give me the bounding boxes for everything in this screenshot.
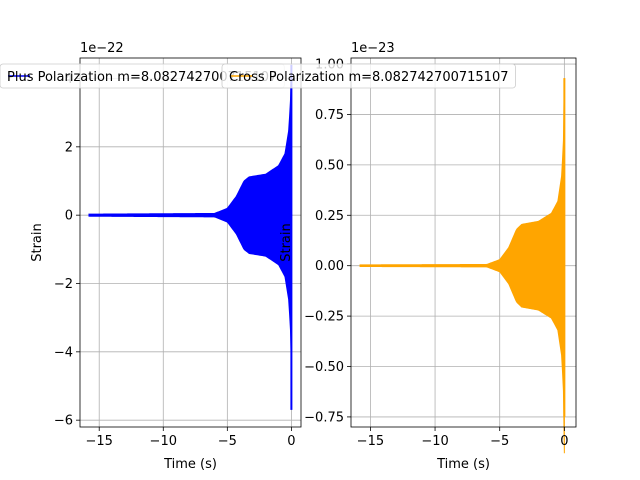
x-axis-label: Time (s)	[436, 457, 490, 472]
y-tick-label: 0.25	[315, 209, 344, 224]
x-tick-label: 0	[560, 434, 568, 449]
y-tick-label: −0.75	[304, 410, 344, 425]
x-tick-label: −10	[150, 434, 177, 449]
y-tick-label: 2	[65, 140, 73, 155]
y-tick-label: −4	[54, 345, 73, 360]
y-tick-label: 0.75	[315, 108, 344, 123]
legend: Plus Polarization m=8.082742700715107	[0, 63, 285, 89]
y-offset-label: 1e−23	[351, 41, 395, 56]
x-tick-label: 0	[287, 434, 295, 449]
legend-label: Cross Polarization m=8.082742700715107	[229, 70, 508, 85]
x-tick-label: −15	[357, 434, 384, 449]
y-tick-label: 0.50	[315, 158, 344, 173]
y-axis-label: Strain	[30, 223, 45, 262]
signal-band	[359, 78, 565, 454]
y-axis-label: Strain	[279, 223, 294, 262]
x-tick-label: −5	[218, 434, 237, 449]
y-tick-label: −0.50	[304, 360, 344, 375]
y-tick-label: −6	[54, 414, 73, 429]
legend-label: Plus Polarization m=8.082742700715107	[7, 70, 277, 85]
plot-frame	[350, 57, 577, 428]
y-offset-label: 1e−22	[80, 41, 124, 56]
y-tick-label: −0.25	[304, 310, 344, 325]
y-tick-label: −2	[54, 277, 73, 292]
x-tick-label: −15	[85, 434, 112, 449]
x-tick-label: −10	[421, 434, 448, 449]
cross-polarization-chart: −15 −10 −5 0 −0.75 −0.50 −0.25 0.00 0.25 0.50 0.75…	[279, 41, 577, 472]
plot-frame	[79, 57, 302, 428]
x-tick-label: −5	[490, 434, 509, 449]
x-axis-label: Time (s)	[163, 457, 217, 472]
legend: Cross Polarization m=8.082742700715107	[221, 63, 516, 89]
y-tick-label: 0.00	[315, 259, 344, 274]
legend-box	[221, 63, 516, 89]
y-tick-label: 0	[65, 209, 73, 224]
